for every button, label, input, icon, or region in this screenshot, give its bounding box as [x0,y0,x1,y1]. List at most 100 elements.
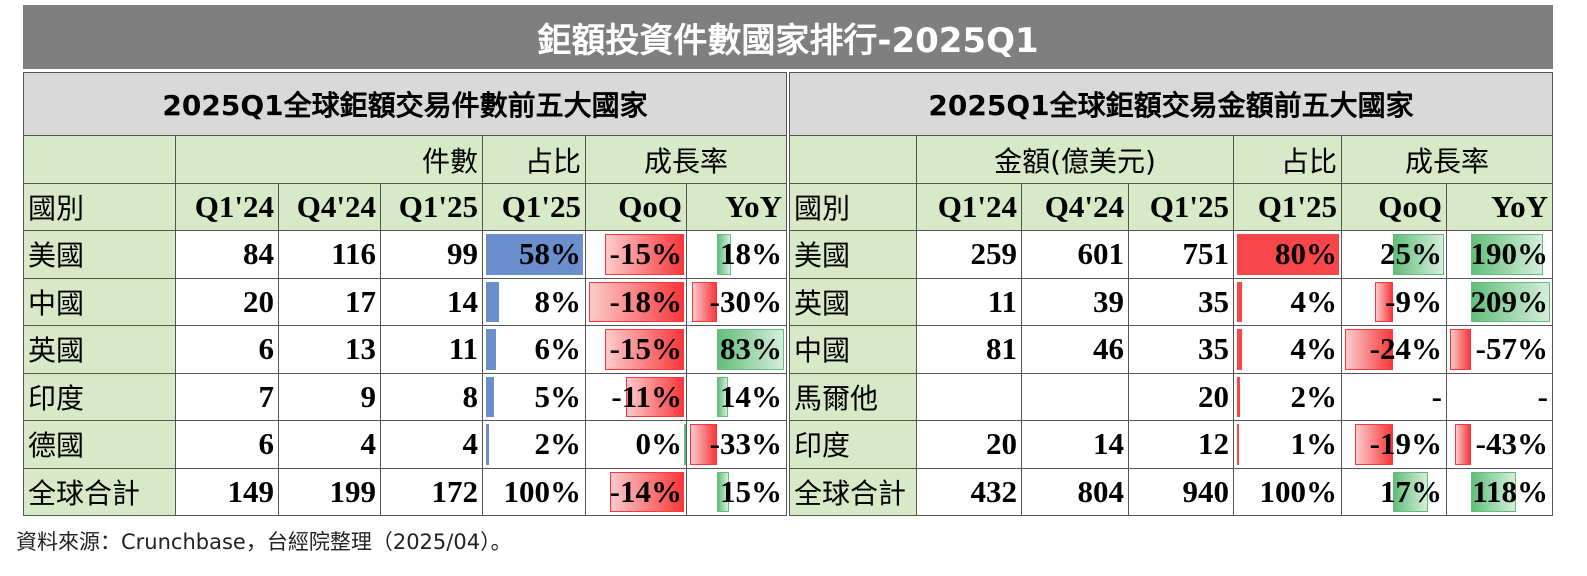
value-cell: 13 [278,325,381,374]
bar-cell: 80% [1233,230,1342,279]
column-header: Q4'24 [1021,183,1129,231]
value-cell-text: - [1431,378,1442,414]
value-cell-text: 100% [1259,473,1338,509]
value-cell: 6 [175,420,279,469]
header-blank [23,135,176,184]
row-label-text: 美國 [28,239,85,273]
bar-cell: 83% [686,325,787,374]
bar-cell-text: 209% [1470,283,1549,319]
data-bar [1471,281,1550,322]
bar-cell-text: 80% [1275,236,1337,272]
value-cell: 149 [175,467,279,516]
bar-cell-text: 15% [720,473,782,509]
value-cell-text: 8 [462,378,479,414]
group-header: 件數 [175,135,483,184]
row-label: 中國 [23,277,176,326]
value-cell: 20 [916,420,1022,469]
value-cell-text: 14 [1093,426,1124,462]
value-cell-text: 149 [227,473,275,509]
column-header-text: Q1'25 [398,189,478,224]
bar-cell: 6% [482,325,586,374]
bar-cell: 118% [1446,467,1553,516]
data-bar [604,329,684,370]
table-title-text: 2025Q1全球鉅額交易件數前五大國家 [162,89,648,122]
column-header-text: 國別 [28,192,85,225]
value-cell-text: 940 [1182,473,1230,509]
value-cell-text: 11 [987,283,1017,319]
group-header-text: 件數 [421,144,478,178]
value-cell-text: 4 [462,426,479,462]
value-cell-text: 35 [1198,283,1229,319]
bar-cell-text: 5% [534,378,582,414]
data-bar [610,471,684,512]
bar-cell-text: -18% [609,283,682,319]
bar-cell-text: 17% [1380,473,1442,509]
value-cell-text: 199 [329,473,377,509]
value-cell-text: 9 [360,378,377,414]
row-label-text: 美國 [794,239,851,273]
bar-cell: 4% [1233,277,1342,326]
bar-cell-text: -11% [611,378,682,414]
column-header-text: Q4'24 [296,189,376,224]
value-cell: 601 [1021,230,1129,279]
data-bar [1393,234,1444,275]
bar-cell: 190% [1446,230,1553,279]
bar-cell-text: 6% [534,331,582,367]
value-cell-text: 116 [331,236,376,272]
bar-cell-text: -33% [709,426,782,462]
data-bar [716,471,729,512]
value-cell-text: 601 [1077,236,1125,272]
value-cell-text: 432 [970,473,1018,509]
column-header-text: 國別 [794,192,851,225]
bar-cell: 25% [1341,230,1447,279]
value-cell-text: 84 [243,236,274,272]
group-header: 成長率 [585,135,787,184]
data-bar [625,376,684,417]
group-header-text: 成長率 [643,144,728,178]
data-bar [1455,424,1472,465]
bar-cell: -15% [585,325,687,374]
value-cell: 46 [1021,325,1129,374]
column-header: Q1'25 [1233,183,1342,231]
row-label: 全球合計 [23,467,176,516]
value-cell-text: 17 [345,283,376,319]
column-header-text: YoY [725,189,782,224]
bar-cell-text: -43% [1475,426,1548,462]
bar-cell: 2% [1233,372,1342,421]
column-header: YoY [1446,183,1553,231]
value-cell-text: 35 [1198,331,1229,367]
empty-cell [916,372,1022,421]
data-bar [604,234,684,275]
bar-cell-text: 4% [1290,331,1338,367]
value-cell: 7 [175,372,279,421]
data-bar [716,376,729,417]
value-cell-text: 12 [1198,426,1229,462]
row-label-text: 中國 [28,286,85,320]
group-header: 金額(億美元) [916,135,1234,184]
bar-cell: 14% [686,372,787,421]
bar-cell: 8% [482,277,586,326]
bar-cell: -18% [585,277,687,326]
data-bar [692,281,717,322]
bar-cell: -19% [1341,420,1447,469]
value-cell: 20 [1128,372,1234,421]
row-label: 德國 [23,420,176,469]
group-header-text: 占比 [524,144,581,178]
value-cell-text: - [1537,378,1548,414]
bar-cell-text: 2% [1290,378,1338,414]
bar-cell: -24% [1341,325,1447,374]
column-header-text: Q4'24 [1044,189,1124,224]
row-label: 英國 [23,325,176,374]
bar-cell: -11% [585,372,687,421]
bar-cell: 17% [1341,467,1447,516]
bar-cell: 0% [585,420,687,469]
value-cell: 751 [1128,230,1234,279]
column-header-text: QoQ [618,189,682,224]
bar-cell-text: -19% [1369,426,1442,462]
group-header-text: 金額(億美元) [994,144,1156,178]
data-bar [1345,329,1394,370]
bar-cell-text: -57% [1475,331,1548,367]
value-cell-text: 6 [258,426,275,462]
data-bar [1237,376,1240,417]
bar-cell: 2% [482,420,586,469]
